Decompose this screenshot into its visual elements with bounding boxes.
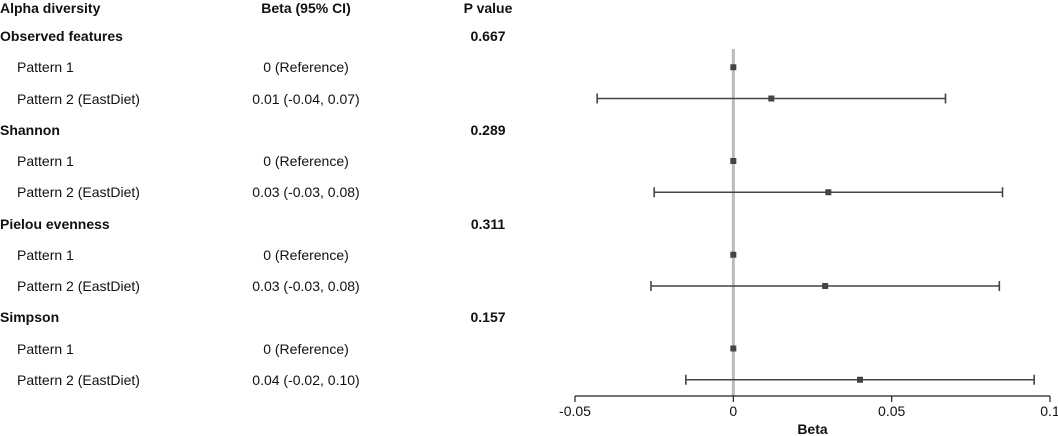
beta-ci-text: 0.03 (-0.03, 0.08): [252, 184, 360, 201]
beta-ci-text: 0.03 (-0.03, 0.08): [252, 278, 360, 294]
row-label: Pattern 1: [17, 340, 74, 357]
x-tick-label: 0: [729, 403, 737, 419]
header-alpha-diversity: Alpha diversity: [0, 0, 101, 16]
beta-ci-text: 0 (Reference): [263, 59, 349, 76]
p-value: 0.157: [470, 309, 506, 326]
point-estimate: [730, 251, 737, 258]
group-label: Shannon: [0, 121, 60, 138]
beta-ci-text: 0.04 (-0.02, 0.10): [252, 371, 360, 388]
point-estimate: [730, 158, 737, 164]
p-value: 0.289: [470, 121, 506, 138]
group-label: Observed features: [0, 28, 123, 44]
row-label: Pattern 2 (EastDiet): [17, 90, 140, 107]
point-estimate: [730, 345, 737, 352]
group-label: Simpson: [0, 309, 60, 326]
x-tick-label: -0.05: [559, 403, 591, 419]
x-tick-label: 0.05: [878, 403, 905, 419]
beta-ci-text: 0 (Reference): [263, 246, 349, 263]
header-beta-ci: Beta (95% CI): [261, 0, 351, 16]
p-value: 0.311: [470, 215, 506, 232]
p-value: 0.667: [470, 28, 506, 44]
row-label: Pattern 2 (EastDiet): [17, 184, 140, 201]
row-label: Pattern 2 (EastDiet): [17, 371, 140, 388]
point-estimate: [857, 376, 863, 383]
x-tick-label: 0.1: [1040, 403, 1058, 419]
row-label: Pattern 1: [17, 246, 74, 263]
x-axis-label: Beta: [797, 421, 828, 436]
beta-ci-text: 0 (Reference): [263, 340, 349, 357]
group-label: Pielou evenness: [0, 215, 110, 232]
beta-ci-text: 0.01 (-0.04, 0.07): [252, 90, 360, 107]
row-label: Pattern 1: [17, 59, 74, 76]
point-estimate: [825, 189, 832, 196]
point-estimate: [822, 283, 829, 289]
point-estimate: [730, 64, 737, 71]
row-label: Pattern 2 (EastDiet): [17, 278, 140, 294]
row-label: Pattern 1: [17, 153, 74, 169]
point-estimate: [768, 95, 775, 102]
header-p-value: P value: [463, 0, 513, 16]
beta-ci-text: 0 (Reference): [263, 153, 349, 169]
